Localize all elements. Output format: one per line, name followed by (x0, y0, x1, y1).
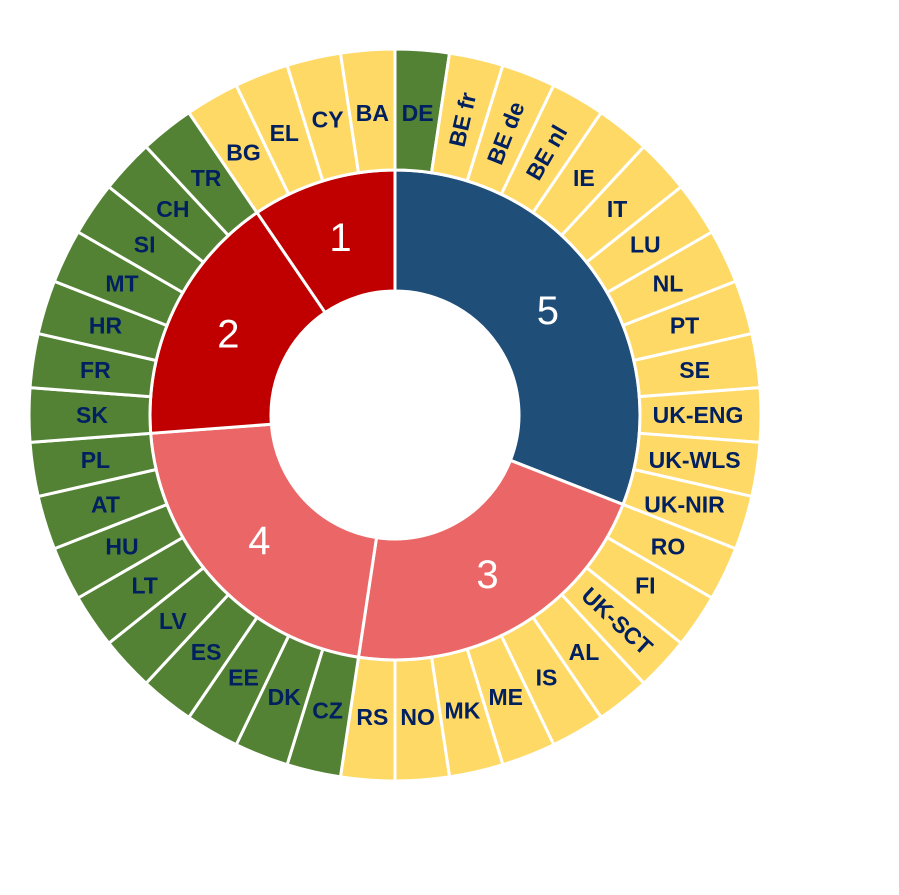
country-label: ES (191, 639, 222, 665)
inner-label-5: 5 (537, 289, 559, 333)
inner-label-3: 3 (476, 553, 498, 597)
country-label: LT (131, 573, 157, 599)
country-label: MT (105, 271, 138, 297)
country-label: RO (651, 533, 686, 559)
country-label: CH (156, 196, 189, 222)
country-label: LV (159, 608, 187, 634)
country-label: UK-NIR (644, 491, 725, 517)
country-label: LU (630, 231, 661, 257)
country-label: HU (105, 533, 138, 559)
outer-segment-ba (338, 47, 397, 175)
country-label: PL (81, 447, 110, 473)
country-label: CY (312, 107, 344, 133)
inner-label-2: 2 (217, 313, 239, 357)
country-label: NO (400, 704, 435, 730)
country-label: SI (134, 231, 156, 257)
country-label: FI (635, 573, 655, 599)
country-label: IS (536, 664, 558, 690)
inner-label-1: 1 (329, 216, 351, 260)
country-label: EL (270, 120, 299, 146)
country-label: RS (356, 704, 388, 730)
inner-ring: 5 3 4 2 1 (148, 168, 642, 662)
country-label: CZ (312, 697, 343, 723)
country-label: IE (573, 165, 595, 191)
country-label: BA (356, 100, 389, 126)
country-label: AL (569, 639, 600, 665)
country-label: EE (228, 664, 259, 690)
country-label: PT (670, 313, 699, 339)
country-label: BG (226, 140, 261, 166)
country-label: AT (91, 491, 120, 517)
country-label: TR (191, 165, 222, 191)
country-label: DK (268, 684, 302, 710)
country-label: SK (76, 402, 108, 428)
country-label: FR (80, 357, 111, 383)
country-label: UK-ENG (653, 402, 744, 428)
country-label: MK (445, 697, 481, 723)
country-label: HR (89, 313, 123, 339)
country-label: UK-WLS (649, 447, 741, 473)
country-label: NL (653, 271, 684, 297)
country-label: SE (679, 357, 710, 383)
country-label: IT (607, 196, 627, 222)
inner-label-4: 4 (248, 519, 270, 563)
country-label: DE (402, 100, 434, 126)
country-label: ME (488, 684, 523, 710)
